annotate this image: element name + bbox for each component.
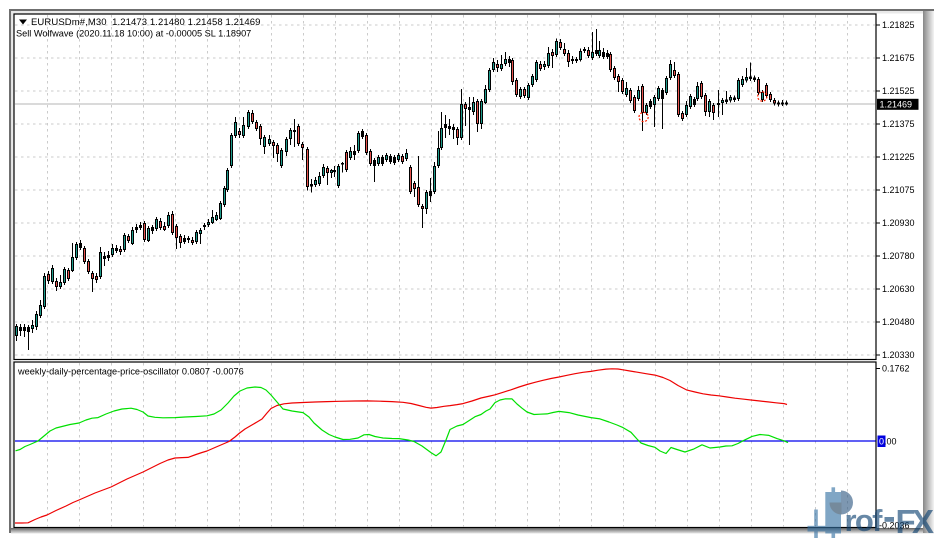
svg-text:1.21525: 1.21525: [882, 86, 915, 96]
svg-text:1.20630: 1.20630: [882, 284, 915, 294]
svg-text:Sell Wolfwave (2020.11.18 10:0: Sell Wolfwave (2020.11.18 10:00) at -0.0…: [16, 29, 251, 39]
svg-text:-0.2036: -0.2036: [879, 521, 910, 531]
svg-text:1.20780: 1.20780: [882, 251, 915, 261]
svg-text:.00: .00: [884, 437, 897, 447]
svg-text:1.20480: 1.20480: [882, 317, 915, 327]
svg-text:EURUSDm#,M30 1.21473 1.21480: EURUSDm#,M30 1.21473 1.21480 1.21458 1.2…: [31, 17, 261, 28]
svg-text:1.21075: 1.21075: [882, 185, 915, 195]
svg-text:1.21675: 1.21675: [882, 53, 915, 63]
svg-text:1.21375: 1.21375: [882, 119, 915, 129]
svg-text:1.20930: 1.20930: [882, 218, 915, 228]
svg-text:1.21469: 1.21469: [880, 100, 913, 110]
svg-text:0: 0: [879, 437, 884, 447]
svg-text:weekly-daily-percentage-price-: weekly-daily-percentage-price-oscillator…: [17, 367, 244, 377]
svg-text:rof: rof: [845, 503, 884, 538]
svg-text:0.1762: 0.1762: [882, 364, 910, 374]
svg-text:1.20330: 1.20330: [882, 350, 915, 360]
svg-text:FX: FX: [896, 503, 935, 538]
svg-text:1.21825: 1.21825: [882, 20, 915, 30]
svg-text:1.21225: 1.21225: [882, 152, 915, 162]
